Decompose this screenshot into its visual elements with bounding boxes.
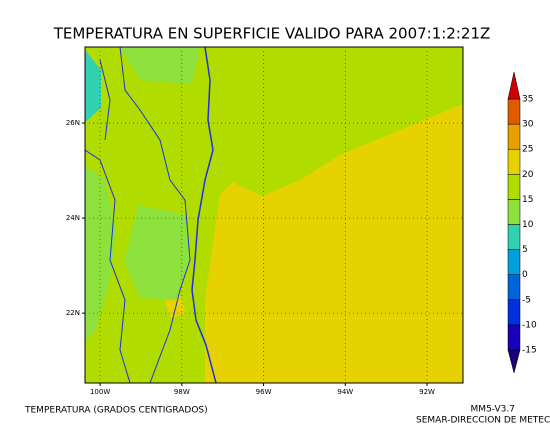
footer-right: MM5-V3.7 — [471, 405, 515, 415]
colorbar-segment — [507, 249, 521, 275]
coastline — [191, 47, 217, 383]
x-tick-label: 100W — [90, 388, 110, 396]
colorbar-segment — [507, 123, 521, 150]
field-10-15 — [120, 47, 200, 84]
colorbar-label: 0 — [522, 270, 528, 280]
colorbar-segment — [507, 199, 521, 225]
field-5-10 — [85, 50, 101, 122]
colorbar-low — [507, 349, 521, 374]
colorbar-label: -15 — [522, 346, 537, 356]
colorbar-segment — [507, 224, 521, 250]
colorbar-label: 5 — [522, 245, 528, 255]
colorbar-segment — [507, 174, 521, 200]
x-tick-label: 94W — [337, 388, 353, 396]
colorbar-label: 15 — [522, 195, 533, 205]
colorbar-high — [507, 71, 521, 100]
map-frame — [84, 46, 464, 384]
chart-title: TEMPERATURA EN SUPERFICIE VALIDO PARA 20… — [53, 25, 491, 43]
colorbar-label: -10 — [522, 320, 537, 330]
colorbar-segment — [507, 274, 521, 301]
colorbar-label: -5 — [522, 295, 531, 305]
colorbar-label: 30 — [522, 120, 534, 130]
field-10-15 — [124, 205, 190, 300]
colorbar-label: 10 — [522, 220, 534, 230]
x-tick-label: 96W — [256, 388, 272, 396]
footer-right: SEMAR-DIRECCION DE METEC — [416, 416, 550, 426]
border — [119, 47, 191, 383]
border — [99, 59, 111, 141]
colorbar-segment — [507, 98, 521, 125]
colorbar-label: 20 — [522, 170, 534, 180]
colorbar-label: 25 — [522, 145, 533, 155]
y-tick-label: 26N — [66, 119, 80, 127]
field-10-15 — [85, 165, 116, 342]
x-tick-label: 98W — [174, 388, 190, 396]
colorbar-segment — [507, 148, 521, 175]
x-tick-label: 92W — [419, 388, 435, 396]
y-tick-label: 22N — [66, 309, 80, 317]
map-field — [85, 47, 463, 383]
colorbar-segment — [507, 324, 521, 351]
colorbar-segment — [507, 299, 521, 326]
y-tick-label: 24N — [66, 214, 80, 222]
footer-left: TEMPERATURA (GRADOS CENTIGRADOS) — [24, 406, 208, 416]
colorbar-label: 35 — [522, 95, 533, 105]
